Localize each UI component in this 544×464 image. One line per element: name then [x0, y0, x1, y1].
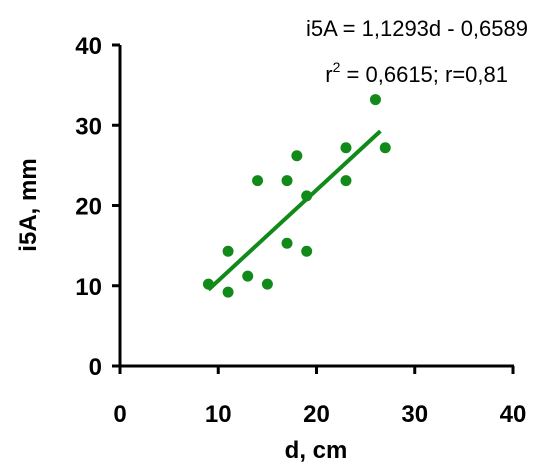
r-squared-annotation: r2 = 0,6615; r=0,81	[325, 59, 508, 87]
r2-prefix: r	[325, 62, 332, 87]
y-tick-label: 0	[89, 354, 102, 381]
r2-superscript: 2	[333, 59, 341, 75]
data-point	[301, 190, 313, 202]
data-points	[202, 94, 391, 298]
tick-labels: 0 10 20 30 40 0 10 20 30 40	[75, 33, 526, 428]
x-tick-label: 40	[500, 401, 527, 428]
data-point	[222, 286, 234, 298]
data-point	[369, 94, 381, 106]
data-point	[222, 245, 234, 257]
data-point	[379, 142, 391, 154]
data-point	[291, 150, 303, 162]
data-point	[340, 175, 352, 187]
x-tick-label: 10	[205, 401, 232, 428]
data-point	[281, 237, 293, 249]
data-point	[242, 270, 254, 282]
data-point	[301, 245, 313, 257]
regression-equation: i5A = 1,1293d - 0,6589	[306, 16, 528, 41]
axes	[112, 45, 514, 368]
x-tick-label: 0	[113, 401, 126, 428]
x-tick-label: 30	[401, 401, 428, 428]
y-tick-label: 10	[75, 274, 102, 301]
y-axis-title: i5A, mm	[15, 158, 42, 251]
y-tick-label: 40	[75, 33, 102, 60]
x-axis-title: d, cm	[285, 437, 348, 464]
ticks	[112, 43, 515, 374]
trendline	[207, 129, 382, 292]
y-tick-label: 20	[75, 194, 102, 221]
data-point	[252, 175, 264, 187]
data-point	[261, 278, 273, 290]
x-tick-label: 20	[303, 401, 330, 428]
r2-rest: = 0,6615; r=0,81	[340, 62, 508, 87]
data-point	[340, 142, 352, 154]
y-tick-label: 30	[75, 113, 102, 140]
data-point	[281, 175, 293, 187]
data-point	[202, 278, 214, 290]
